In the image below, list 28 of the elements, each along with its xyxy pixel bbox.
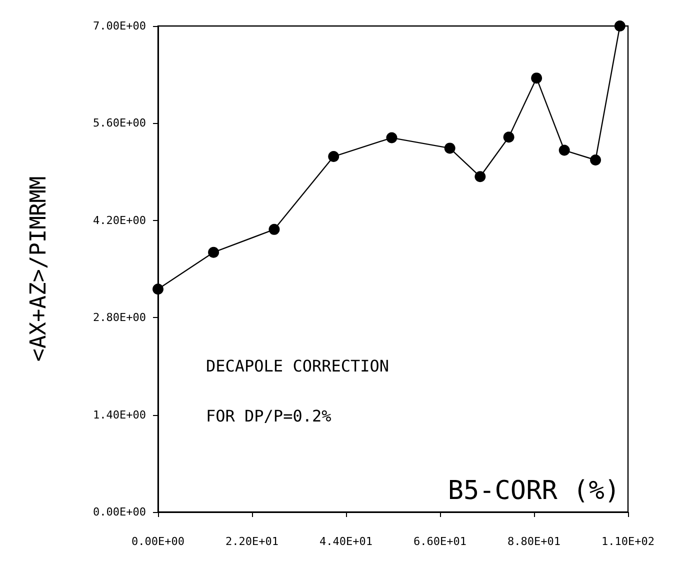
y-tick-label: 4.20E+00 (93, 214, 146, 227)
point (208, 246, 220, 258)
point (558, 144, 570, 156)
x-tick-label: 8.80E+01 (508, 535, 560, 548)
y-tick-label: 5.60E+00 (93, 116, 146, 130)
x-tick-label: 4.40E+01 (320, 535, 372, 548)
point (328, 151, 340, 162)
x-tick-label: 0.00E+00 (132, 535, 184, 548)
point (531, 72, 542, 84)
point (474, 171, 486, 182)
y-tick-label: 7.00E+00 (93, 20, 146, 32)
annotation: FOR DP/P=0.2% (206, 406, 332, 426)
point (152, 284, 164, 295)
x-tick-label: 2.20E+01 (226, 535, 278, 548)
y-tick-label: 2.80E+00 (93, 311, 146, 324)
point (268, 224, 280, 235)
annotation: DECAPOLE CORRECTION (206, 356, 390, 376)
point (503, 132, 514, 143)
y-axis-title: <AX+AZ>/PIMRMM (26, 176, 52, 362)
x-tick-label: 6.60E+01 (414, 535, 466, 548)
point (386, 132, 398, 144)
point (444, 142, 456, 154)
point (614, 20, 626, 32)
x-axis-title: B5-CORR (%) (448, 476, 620, 506)
x-tick-label: 1.10E+02 (602, 535, 654, 548)
y-tick-label: 1.40E+00 (93, 408, 146, 422)
point (590, 154, 602, 166)
y-tick-label: 0.00E+00 (93, 506, 146, 518)
